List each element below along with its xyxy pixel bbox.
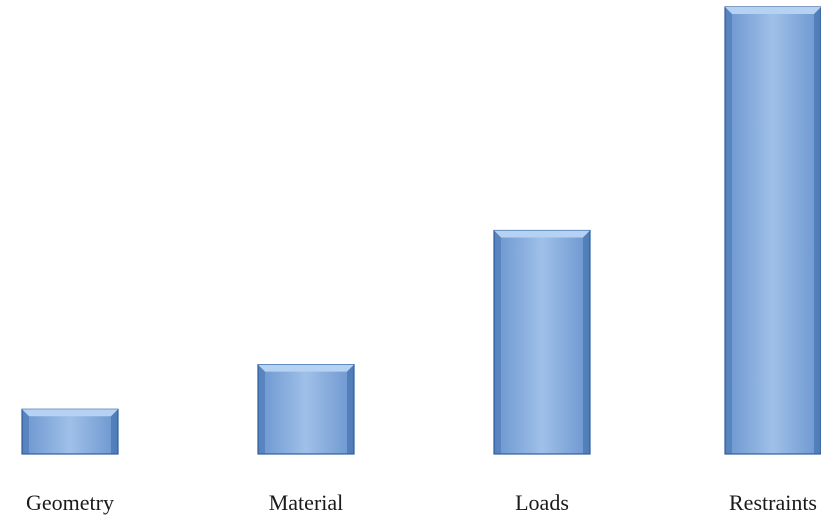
category-labels: Geometry Material Loads Restraints — [26, 490, 817, 515]
bar-top-bevel — [22, 409, 118, 417]
tick-label-loads: Loads — [515, 490, 569, 515]
bar-right-bevel — [347, 364, 354, 454]
tick-label-geometry: Geometry — [26, 490, 114, 515]
bar-left-bevel — [725, 7, 732, 454]
bar-left-bevel — [494, 230, 501, 454]
bar-face — [724, 6, 821, 455]
tick-label-restraints: Restraints — [729, 490, 817, 515]
bar-face — [21, 408, 119, 455]
bar-face — [493, 229, 591, 455]
bar-geometry — [21, 408, 119, 455]
bar-material — [257, 364, 355, 455]
bar-left-bevel — [22, 409, 29, 454]
bar-right-bevel — [583, 230, 590, 454]
bar-left-bevel — [258, 364, 265, 454]
bar-face — [257, 364, 355, 455]
bar-right-bevel — [814, 7, 821, 454]
tick-label-material: Material — [269, 490, 344, 515]
bar-right-bevel — [111, 409, 118, 454]
bar-loads — [493, 229, 591, 455]
bars-group — [21, 6, 821, 455]
bar-top-bevel — [494, 230, 590, 238]
bar-restraints — [724, 6, 821, 455]
bar-top-bevel — [725, 7, 821, 14]
bar-top-bevel — [258, 364, 354, 372]
